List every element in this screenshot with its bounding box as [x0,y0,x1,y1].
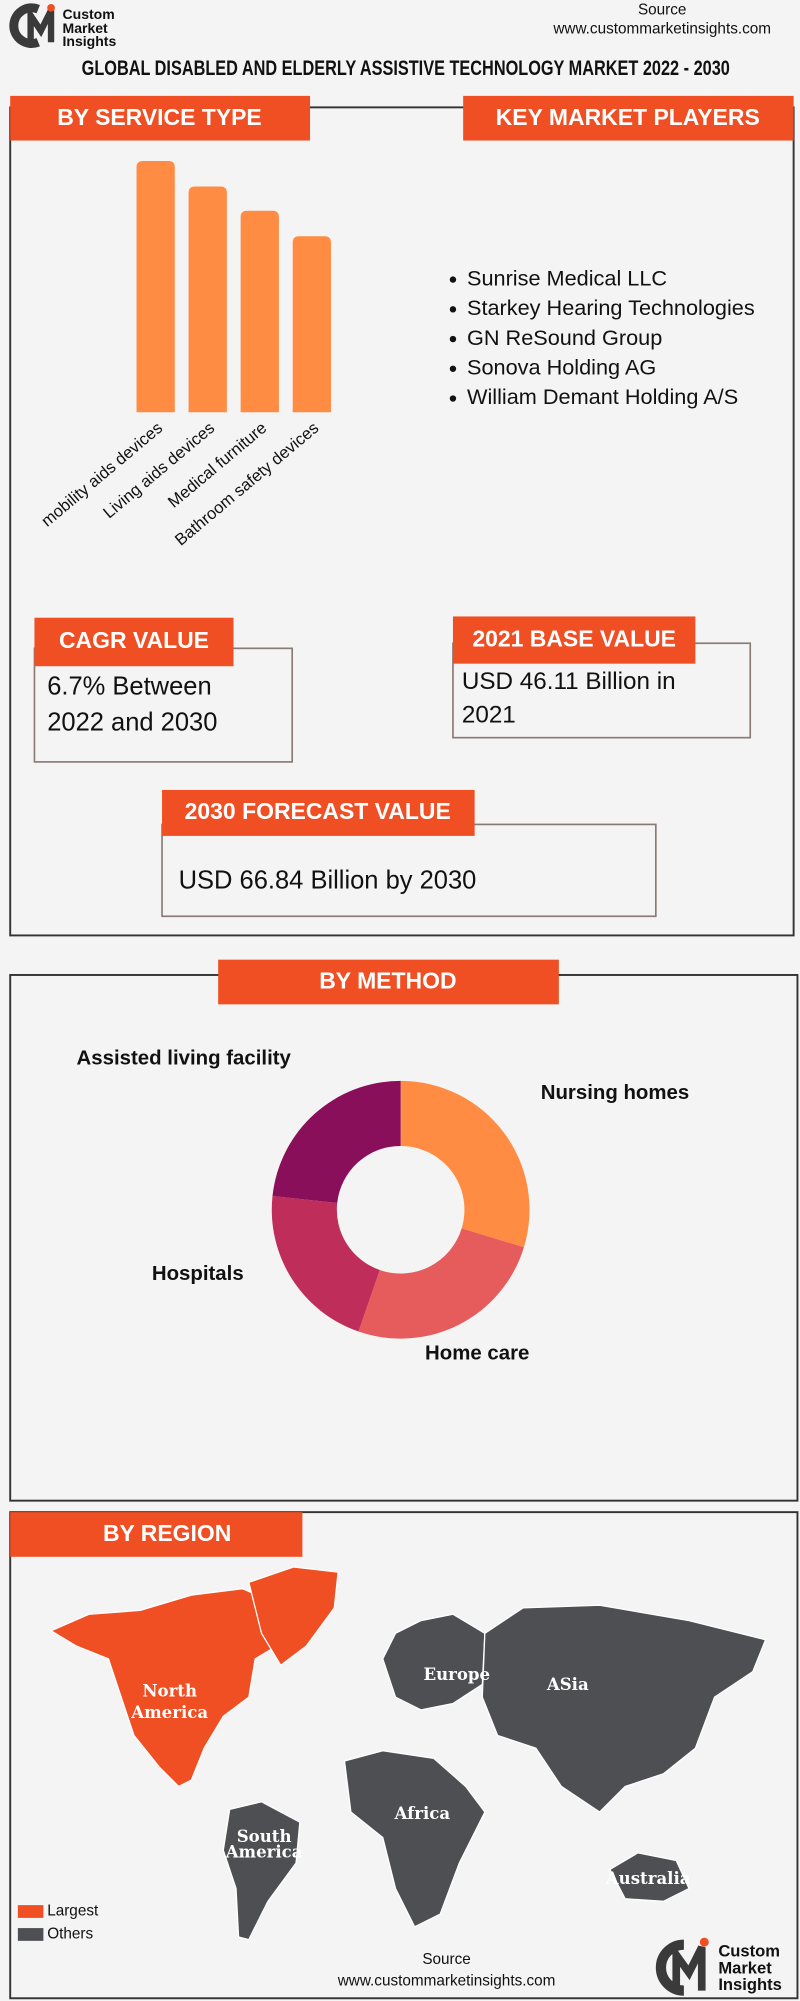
value-title: 2030 FORECAST VALUE [185,798,451,824]
region-label: America [225,1841,303,1861]
region-label: Africa [394,1803,451,1823]
key-players-list: Sunrise Medical LLC Starkey Hearing Techn… [449,265,755,409]
bullet [449,365,457,372]
region-label: Europe [423,1664,490,1684]
section-header [10,1512,303,1557]
segment-label: Nursing homes [541,1082,690,1104]
map-legend: Largest Others [17,1903,99,1943]
donut-chart: Nursing homes Home care Hospitals Assisted … [77,1048,690,1365]
player-name: GN ReSound Group [467,325,662,350]
logo: Custom Market Insights [655,1937,782,1996]
logo-text: Market [63,20,109,36]
source-url: www.custommarketinsights.com [337,1973,556,1990]
region-label: America [130,1702,208,1722]
region-label: North [142,1681,197,1701]
greenland [248,1566,339,1667]
logo-mark [27,4,55,43]
bullet [449,395,457,402]
value-text: 2022 and 2030 [47,708,217,736]
logo-mark [672,1942,706,1991]
value-text: USD 66.84 Billion by 2030 [179,867,477,895]
source-label: Source [422,1951,470,1968]
source-url: www.custommarketinsights.com [552,21,771,38]
section-header [463,95,794,141]
africa [343,1750,486,1928]
bullet [449,335,457,343]
bar [292,236,331,413]
section-box [9,106,795,937]
south-america [222,1801,301,1941]
logo-text: Custom [718,1942,780,1961]
player-name: Sonova Holding AG [467,355,656,380]
north-america [49,1588,295,1788]
world-map: North America Europe ASia Africa South A… [49,1566,767,1941]
bar [240,210,279,413]
australia [609,1852,690,1902]
region-label: ASia [546,1674,589,1694]
legend-swatch [17,1928,44,1941]
donut-segment [271,1196,380,1332]
bullet [449,276,457,283]
logo-text: Market [718,1958,772,1977]
bullet [449,306,457,313]
value-text: USD 46.11 Billion in [462,668,676,695]
donut-segment [400,1080,530,1248]
value-text: 2021 [462,701,516,728]
legend-label: Others [47,1926,93,1943]
player-name: William Demant Holding A/S [467,384,738,409]
section-header [218,959,559,1005]
value-text: 6.7% Between [47,673,211,701]
segment-label: Assisted living facility [77,1048,292,1070]
donut-segment [358,1228,524,1339]
player-name: Starkey Hearing Technologies [467,295,755,320]
source-label: Source [638,1,686,18]
segment-label: Hospitals [152,1263,244,1285]
value-header [34,617,234,667]
legend-label: Largest [47,1903,99,1920]
bar [136,160,175,413]
player-name: Sunrise Medical LLC [467,265,667,290]
section-title: BY SERVICE TYPE [57,104,262,130]
segment-label: Home care [425,1342,529,1364]
asia [481,1604,767,1813]
bar [188,186,227,413]
logo-text: Custom [63,6,115,22]
section-box [9,1511,799,2000]
logo-dot [699,1937,709,1947]
section-header [10,95,311,141]
legend-swatch [17,1905,44,1918]
value-title: CAGR VALUE [59,627,209,653]
logo-text: Insights [63,33,117,49]
value-header [452,616,696,664]
section-title: KEY MARKET PLAYERS [496,104,760,130]
value-header [162,789,475,836]
logo-dot [47,4,55,12]
donut-segment [272,1080,401,1203]
section-title: BY REGION [103,1520,231,1546]
logo: Custom Market Insights [9,3,117,49]
value-title: 2021 BASE VALUE [472,626,676,652]
region-label: Australia [605,1868,691,1888]
section-title: BY METHOD [319,968,456,994]
logo-text: Insights [718,1975,782,1994]
region-label: South [237,1826,292,1846]
page-title: GLOBAL DISABLED AND ELDERLY ASSISTIVE TE… [82,55,730,80]
